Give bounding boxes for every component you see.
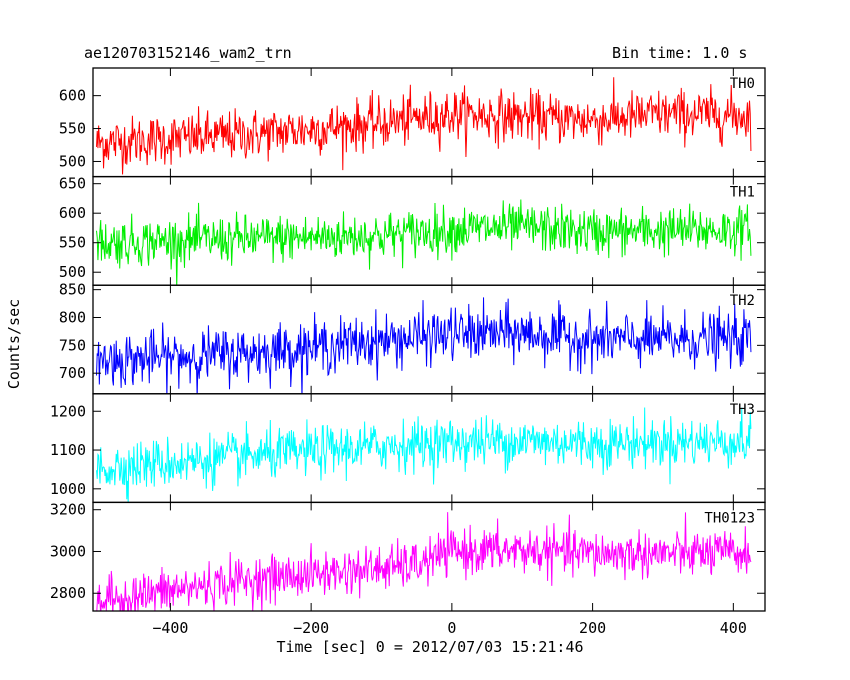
y-tick-label: 500: [59, 152, 86, 170]
y-tick-label: 3200: [50, 501, 86, 519]
series-line-th3: [96, 407, 752, 503]
y-tick-label: 1000: [50, 480, 86, 498]
bin-time-label: Bin time: 1.0 s: [612, 44, 748, 62]
y-tick-label: 500: [59, 263, 86, 281]
series-line-th1: [96, 199, 752, 286]
y-tick-label: 750: [59, 336, 86, 354]
series-label-th1: TH1: [730, 185, 755, 201]
x-tick-label: 0: [447, 619, 456, 637]
panel-frame: [92, 501, 766, 612]
x-tick-label: 200: [579, 619, 606, 637]
y-tick-label: 600: [59, 87, 86, 105]
y-tick-label: 550: [59, 120, 86, 138]
y-tick-label: 850: [59, 281, 86, 299]
x-tick-label: −200: [293, 619, 329, 637]
x-tick-label: 400: [720, 619, 747, 637]
panel-frame: [92, 67, 766, 178]
y-tick-label: 550: [59, 234, 86, 252]
y-tick-label: 700: [59, 364, 86, 382]
x-axis-label: Time [sec] 0 = 2012/07/03 15:21:46: [276, 638, 584, 656]
panel-frame: [92, 284, 766, 395]
series-line-th0123: [96, 512, 752, 611]
y-tick-label: 800: [59, 309, 86, 327]
series-label-th2: TH2: [730, 293, 755, 309]
y-tick-label: 2800: [50, 584, 86, 602]
chart-title: ae120703152146_wam2_trn: [84, 44, 292, 62]
series-label-th3: TH3: [730, 402, 755, 418]
series-line-th2: [96, 297, 752, 394]
y-tick-label: 600: [59, 204, 86, 222]
y-tick-label: 650: [59, 175, 86, 193]
y-tick-label: 1200: [50, 402, 86, 420]
series-line-th0: [96, 77, 752, 175]
series-label-th0123: TH0123: [704, 510, 755, 526]
series-label-th0: TH0: [730, 76, 755, 92]
x-tick-label: −400: [152, 619, 188, 637]
y-tick-label: 3000: [50, 542, 86, 560]
y-axis-label: Counts/sec: [5, 298, 23, 390]
y-tick-label: 1100: [50, 441, 86, 459]
